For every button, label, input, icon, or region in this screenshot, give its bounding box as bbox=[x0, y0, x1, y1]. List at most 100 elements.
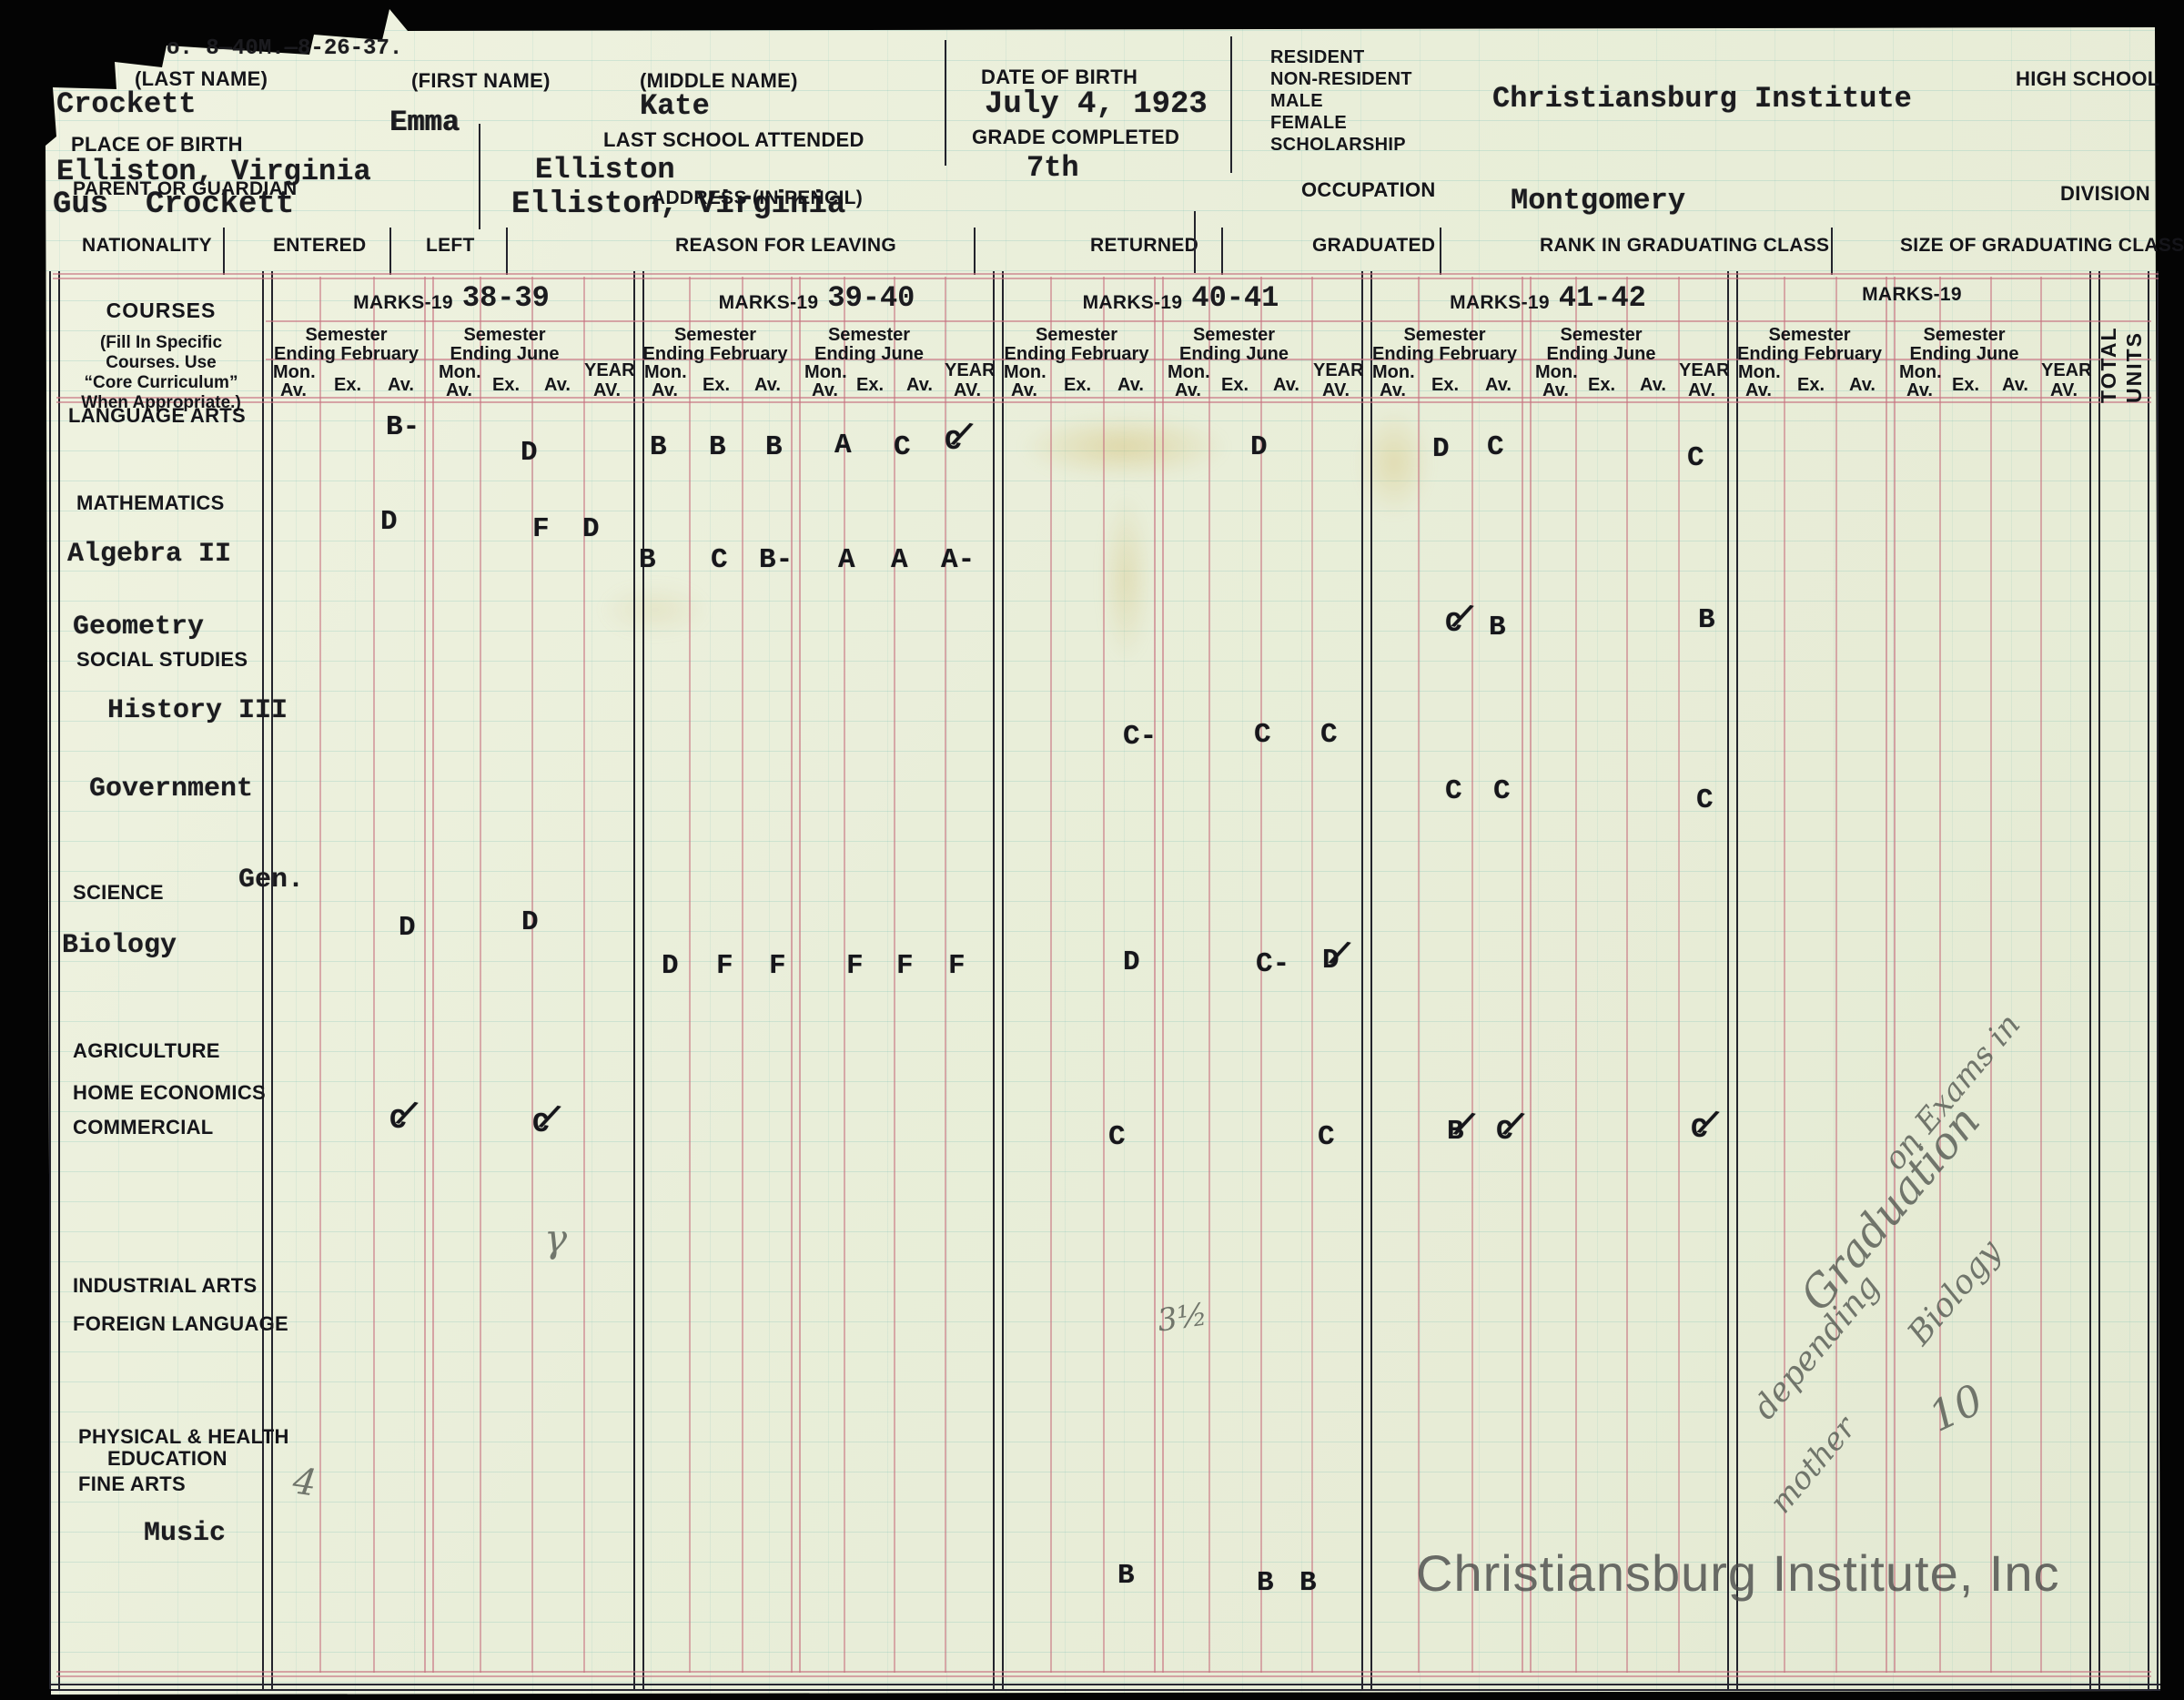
subcolumn-line bbox=[2040, 277, 2042, 1673]
status-label: NON-RESIDENT bbox=[1270, 69, 1412, 90]
scanned-record-card: o. 8—40M.—8-26-37. (LAST NAME) Crockett … bbox=[0, 0, 2184, 1700]
grade-mark: D/ bbox=[1322, 945, 1340, 976]
table-rule bbox=[53, 278, 2159, 279]
header-separator-line bbox=[389, 228, 391, 275]
grade-mark: F bbox=[769, 950, 786, 982]
status-label: SCHOLARSHIP bbox=[1270, 135, 1406, 156]
table-group-border bbox=[993, 271, 1004, 1689]
course-label: Biology bbox=[62, 930, 177, 961]
grade-mark: C bbox=[711, 544, 728, 576]
semester-feb-header: Semester Ending February bbox=[266, 326, 427, 364]
header-separator-line bbox=[223, 228, 225, 275]
mon-av-label: Av. bbox=[446, 380, 472, 401]
mon-av-label: Av. bbox=[1175, 380, 1201, 401]
table-group-border bbox=[2148, 271, 2159, 1689]
course-label: EDUCATION bbox=[107, 1447, 228, 1471]
semester-june-header: Semester Ending June bbox=[794, 326, 945, 364]
courses-header: COURSES bbox=[56, 299, 266, 323]
marks-label: MARKS-19 bbox=[1450, 292, 1550, 314]
subcolumn-line bbox=[1050, 277, 1052, 1673]
dob-value: July 4, 1923 bbox=[985, 87, 1208, 122]
ex-label: Ex. bbox=[703, 375, 730, 396]
ex-label: Ex. bbox=[1064, 375, 1091, 396]
semester-divider-line bbox=[1522, 277, 1532, 1673]
course-label: FINE ARTS bbox=[78, 1472, 186, 1496]
subcolumn-line bbox=[1311, 277, 1313, 1673]
ex-label: Ex. bbox=[1431, 375, 1459, 396]
year-av-label: YEAR bbox=[1679, 360, 1730, 381]
school-year: 40-41 bbox=[1191, 281, 1279, 315]
grade-mark: C bbox=[1487, 431, 1504, 463]
table-group-border bbox=[2089, 271, 2100, 1689]
course-label: Government bbox=[89, 774, 253, 804]
pencil-note: γ bbox=[544, 1216, 567, 1260]
semester-divider-line bbox=[1886, 277, 1896, 1673]
form-number: o. 8—40M.—8-26-37. bbox=[167, 36, 402, 61]
course-label: SCIENCE bbox=[73, 881, 164, 905]
mon-av-label: Av. bbox=[652, 380, 678, 401]
table-bottom-rule bbox=[51, 1684, 2160, 1685]
year-av-label: AV. bbox=[2050, 380, 2078, 401]
ex-label: Ex. bbox=[1797, 375, 1825, 396]
subcolumn-line bbox=[531, 277, 533, 1673]
courses-note-line: “Core Curriculum” bbox=[56, 373, 266, 393]
grade-mark: C/ bbox=[532, 1108, 550, 1140]
subcolumn-line bbox=[1208, 277, 1210, 1673]
subcolumn-line bbox=[583, 277, 585, 1673]
county-value: Montgomery bbox=[1511, 184, 1685, 218]
grade-mark: D bbox=[1432, 433, 1450, 465]
pencil-note: 3½ bbox=[1155, 1296, 1209, 1339]
total-units-label: UNITS bbox=[2122, 289, 2147, 403]
course-label: Music bbox=[144, 1518, 226, 1549]
course-label: MATHEMATICS bbox=[76, 491, 225, 515]
first-name-label: (FIRST NAME) bbox=[411, 69, 551, 93]
grade-mark: A bbox=[838, 544, 855, 576]
course-label: PHYSICAL & HEALTH bbox=[78, 1425, 289, 1449]
subcolumn-line bbox=[1626, 277, 1628, 1673]
school-name-value: Christiansburg Institute bbox=[1492, 82, 1912, 116]
subcolumn-line bbox=[1471, 277, 1473, 1673]
year-av-label: YEAR bbox=[1313, 360, 1364, 381]
grade-mark: F bbox=[846, 950, 864, 982]
av-label: Av. bbox=[1485, 375, 1512, 396]
subcolumn-line bbox=[373, 277, 375, 1673]
course-label: SOCIAL STUDIES bbox=[76, 648, 248, 672]
grade-mark: C bbox=[1696, 784, 1714, 816]
marks-year-header: MARKS-19 40-41 bbox=[996, 284, 1365, 318]
course-label: HOME ECONOMICS bbox=[73, 1081, 266, 1105]
ex-label: Ex. bbox=[856, 375, 884, 396]
subcolumn-line bbox=[319, 277, 321, 1673]
dob-label: DATE OF BIRTH bbox=[981, 66, 1138, 89]
table-rule bbox=[56, 397, 2151, 399]
marks-label: MARKS-19 bbox=[1083, 292, 1183, 314]
semester-feb-header: Semester Ending February bbox=[996, 326, 1157, 364]
division-label: DIVISION bbox=[2060, 182, 2150, 206]
semester-divider-line bbox=[791, 277, 801, 1673]
subcolumn-line bbox=[1784, 277, 1785, 1673]
year-av-label: AV. bbox=[1322, 380, 1350, 401]
table-group-border bbox=[262, 271, 273, 1689]
address-label: ADDRESS (IN PENCIL) bbox=[652, 187, 863, 209]
occupation-label: OCCUPATION bbox=[1301, 178, 1436, 202]
grade-mark: B bbox=[709, 431, 726, 463]
mon-av-label: Av. bbox=[280, 380, 307, 401]
high-school-label: HIGH SCHOOL bbox=[2016, 67, 2160, 91]
course-label: Geometry bbox=[73, 612, 204, 643]
header-column-label: ENTERED bbox=[273, 235, 366, 257]
table-rule bbox=[56, 1671, 2151, 1673]
grade-mark: A bbox=[891, 544, 908, 576]
grade-mark: B/ bbox=[1447, 1116, 1464, 1148]
table-group-border bbox=[633, 271, 644, 1689]
semester-feb-header: Semester Ending February bbox=[1365, 326, 1524, 364]
marks-label: MARKS-19 bbox=[353, 292, 453, 314]
middle-name-value: Kate bbox=[640, 89, 710, 123]
course-label: AGRICULTURE bbox=[73, 1039, 220, 1063]
av-label: Av. bbox=[544, 375, 571, 396]
grade-mark: B bbox=[639, 544, 656, 576]
grade-mark: C bbox=[1445, 775, 1462, 807]
grade-mark: D bbox=[399, 912, 416, 944]
watermark: Christiansburg Institute, Inc bbox=[1416, 1543, 2060, 1603]
grade-mark: D bbox=[521, 437, 538, 469]
grade-mark: C/ bbox=[1691, 1114, 1708, 1146]
grade-mark: C bbox=[1687, 442, 1704, 474]
